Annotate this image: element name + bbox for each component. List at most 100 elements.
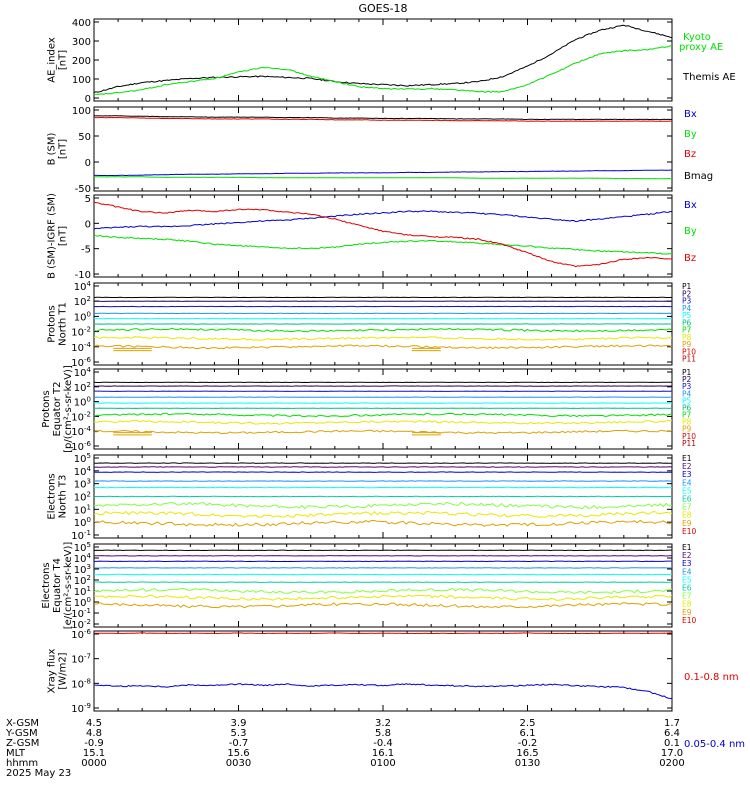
channel-label: E2 [682,462,692,471]
channel-label: P3 [682,297,692,306]
legend-entry: Bz [684,253,696,264]
series-xray-short [93,683,673,700]
y-tick-label: -50 [75,184,91,195]
series-by [93,176,672,180]
date-label: 2025 May 23 [6,768,71,779]
channel-label: P1 [682,368,692,377]
y-tick-label: 100 [72,75,91,86]
series-e5 [94,486,673,489]
channel-label: P6 [682,403,692,412]
series-p9 [94,429,673,435]
legend-entry: Bx [684,109,697,120]
x-axis-value: -0.9 [84,738,104,749]
channel-label: E9 [682,519,692,528]
series-e9 [93,519,673,527]
x-axis-value: 17.0 [661,748,683,759]
channel-label: P7 [682,411,692,420]
y-tick-label: 0 [85,158,91,169]
channel-label: E4 [682,478,692,487]
series-bx [94,169,672,177]
y-tick-label: 101 [74,503,91,516]
x-axis-value: 16.5 [516,748,538,759]
y-axis-label: Electrons [41,562,52,608]
y-tick-label: 10-8 [71,677,91,690]
y-tick-label: 10-7 [71,653,91,666]
x-axis-value: 2.5 [520,718,536,729]
channel-label: P8 [682,333,692,342]
y-tick-label: 100 [72,106,91,117]
series-e3 [93,471,672,473]
series-bx [93,210,673,230]
y-axis-label: Equator T2 [52,382,63,437]
channel-label: P11 [682,439,696,448]
panel-frame-prot_t2 [93,368,673,450]
channel-label: E8 [682,600,692,609]
y-tick-label: 50 [78,132,91,143]
y-tick-label: 100 [74,310,91,323]
x-axis-value: 0130 [515,758,540,769]
channel-label: P2 [682,375,692,384]
y-tick-label: 10-6 [71,628,91,641]
x-axis-value: 0.1 [664,738,680,749]
y-tick-label: 10-4 [71,425,91,438]
y-axis-label: [e/(cm²-s-sr-keV)] [63,542,74,630]
y-tick-label: 10-6 [71,440,91,453]
x-axis-value: 0030 [226,758,251,769]
y-axis-label: [nT] [58,139,69,159]
y-axis-label: Electrons [47,473,58,519]
x-axis-value: 0000 [81,758,106,769]
series-e2 [93,466,673,468]
channel-label: P2 [682,289,692,298]
y-tick-label: 100 [74,516,91,529]
y-tick-label: 200 [72,56,91,67]
y-axis-label: B (SM)-IGRF (SM) [47,193,58,279]
chart-title: GOES-18 [358,2,407,15]
legend-entry: Kyoto [683,32,711,43]
channel-label: E6 [682,584,692,593]
y-tick-label: 100 [74,596,91,609]
y-axis-label: Xray flux [47,649,58,694]
y-axis-label: [nT] [58,50,69,70]
y-tick-label: 10-1 [71,529,91,542]
channel-label: P10 [682,347,696,356]
series-e7 [93,501,673,510]
y-tick-label: 104 [74,465,92,478]
channel-label: E3 [682,470,692,479]
channel-label: E5 [682,486,692,495]
series-p7 [93,412,673,418]
series-e6 [93,495,673,498]
x-axis-value: -0.7 [229,738,249,749]
y-tick-label: 104 [74,552,92,565]
y-tick-label: 0 [85,219,91,230]
x-axis-value: 16.1 [372,748,394,759]
series-bz [94,116,672,122]
legend-entry: Bz [684,149,696,160]
channel-label: P10 [682,432,696,441]
y-tick-label: 10-2 [71,618,91,631]
panel-frame-elec_t4 [93,543,673,628]
y-axis-label: Equator T4 [52,558,63,613]
legend-entry: Bmag [684,171,713,182]
channel-label: P7 [682,326,692,335]
x-axis-value: 3.2 [375,718,391,729]
series-kyoto-proxy-ae [93,45,673,95]
series-bmag [93,115,673,121]
x-axis-value: 4.5 [86,718,102,729]
series-p8 [93,336,673,341]
series-themis-ae [93,24,673,94]
x-axis-value: 15.6 [227,748,249,759]
y-axis-label: North T1 [58,302,69,346]
legend-entry: By [684,226,697,237]
channel-label: E2 [682,551,692,560]
channel-label: E7 [682,503,692,512]
channel-label: P4 [682,389,692,398]
channel-label: E6 [682,495,692,504]
series-e8 [93,510,673,518]
y-tick-label: 104 [74,280,92,293]
series-e9 [93,602,673,609]
x-axis-value: 6.4 [664,728,680,739]
legend-entry: By [684,129,697,140]
series-e7 [93,587,673,595]
legend-entry: Themis AE [682,72,736,83]
